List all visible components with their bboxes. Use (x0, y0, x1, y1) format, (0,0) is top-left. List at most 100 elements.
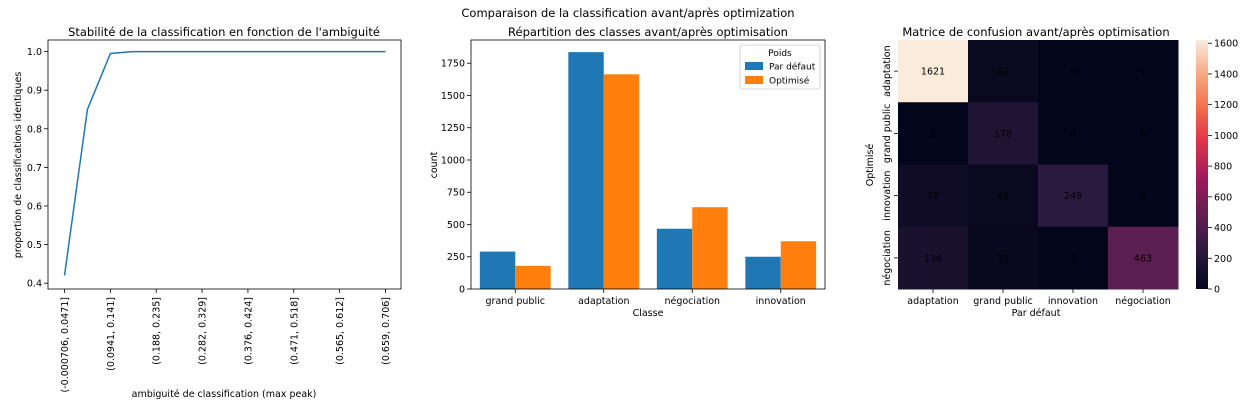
heatmap-cell (898, 40, 969, 103)
y-tick-label: innovation (882, 171, 893, 221)
x-tick-label: (0.188, 0.235] (152, 297, 163, 365)
heatmap-cell (1108, 226, 1179, 290)
x-tick-label: (0.282, 0.329] (198, 297, 209, 365)
heatmap-cell-label: 1 (1140, 67, 1146, 78)
bar (515, 265, 551, 289)
colorbar-tick-label: 1200 (1214, 100, 1238, 111)
line-chart: Stabilité de la classification en foncti… (13, 25, 402, 400)
y-tick-label: adaptation (882, 45, 893, 96)
heatmap-cell-label: 42 (997, 67, 1009, 78)
colorbar-tick-label: 600 (1214, 192, 1232, 203)
heatmap-cell-label: 3 (1070, 253, 1076, 264)
heatmap-cell-label: 0 (1140, 129, 1146, 140)
x-tick-label: (0.0941, 0.141] (106, 297, 117, 371)
heatmap-xlabel: Par défaut (1012, 308, 1061, 319)
heatmap-cell (1108, 102, 1179, 165)
bar (479, 251, 516, 289)
y-tick-label: 1.0 (27, 47, 42, 58)
y-tick-label: 1500 (441, 91, 465, 102)
y-tick-label: 0 (459, 285, 465, 296)
x-tick-label: grand public (486, 296, 545, 307)
colorbar-tick-label: 800 (1214, 162, 1232, 173)
heatmap-ylabel: Optimisé (865, 144, 876, 187)
y-tick-label: grand public (882, 104, 893, 163)
bar-chart-xlabel: Classe (633, 308, 664, 319)
figure-suptitle: Comparaison de la classification avant/a… (461, 6, 794, 20)
heatmap-chart: Matrice de confusion avant/après optimis… (865, 25, 1238, 319)
heatmap-cell-label: 249 (1064, 191, 1082, 202)
heatmap-cell-label: 136 (924, 253, 942, 264)
heatmap-cell (898, 102, 969, 165)
heatmap-cell-label: 463 (1134, 253, 1152, 264)
bar (780, 241, 817, 289)
bar (745, 256, 781, 289)
heatmap-cell-label: 32 (997, 253, 1009, 264)
bar (692, 207, 728, 289)
y-tick-label: 0.5 (27, 240, 42, 251)
heatmap-cell (898, 164, 969, 228)
colorbar-tick-label: 1600 (1214, 39, 1238, 50)
x-tick-label: négociation (1115, 296, 1171, 307)
colorbar-tick-label: 200 (1214, 254, 1232, 265)
y-tick-label: 500 (447, 220, 465, 231)
bar (603, 74, 640, 289)
y-tick-label: 250 (447, 252, 465, 263)
x-tick-label: négociation (664, 296, 720, 307)
line-chart-xlabel: ambiguité de classification (max peak) (132, 389, 317, 400)
y-tick-label: 1000 (441, 155, 465, 166)
y-tick-label: 0.4 (27, 279, 42, 290)
colorbar-tick-label: 1400 (1214, 69, 1238, 80)
heatmap-cell-label: 41 (997, 191, 1009, 202)
y-tick-label: 0.9 (27, 86, 42, 97)
bar (656, 228, 693, 289)
heatmap-title: Matrice de confusion avant/après optimis… (902, 25, 1169, 39)
bar-chart-ylabel: count (429, 151, 440, 178)
legend-label-default: Par défaut (769, 62, 816, 73)
heatmap-cell (968, 102, 1039, 165)
heatmap-cell (1108, 40, 1179, 103)
heatmap-cell (1038, 164, 1109, 228)
colorbar (1196, 40, 1208, 289)
y-tick-label: 0.6 (27, 202, 42, 213)
heatmap-cell-label: 0 (1070, 67, 1076, 78)
colorbar-tick-label: 0 (1214, 285, 1220, 296)
x-tick-label: adaptation (907, 296, 958, 307)
x-tick-label: (0.659, 0.706] (381, 297, 392, 365)
colorbar-tick-label: 1000 (1214, 131, 1238, 142)
line-chart-title: Stabilité de la classification en foncti… (68, 25, 380, 39)
x-tick-label: grand public (973, 296, 1032, 307)
x-tick-label: (0.376, 0.424] (243, 297, 254, 365)
bar-chart: Répartition des classes avant/après opti… (429, 25, 826, 319)
heatmap-cell (968, 40, 1039, 103)
legend-swatch-default (745, 62, 763, 70)
y-tick-label: 1750 (441, 59, 465, 70)
heatmap-cell (968, 226, 1039, 290)
legend-title: Poids (768, 49, 792, 59)
y-tick-label: négociation (882, 230, 893, 286)
colorbar-tick-label: 400 (1214, 223, 1232, 234)
bar-chart-legend: Poids Par défaut Optimisé (739, 44, 821, 90)
y-tick-label: 750 (447, 188, 465, 199)
heatmap-cell (1108, 164, 1179, 228)
legend-label-optimized: Optimisé (769, 76, 810, 87)
bar-chart-axes (470, 39, 826, 290)
x-tick-label: innovation (756, 296, 806, 307)
legend-swatch-optimized (745, 76, 763, 84)
x-tick-label: adaptation (578, 296, 629, 307)
heatmap-cell-label: 178 (994, 129, 1012, 140)
heatmap-cell (1038, 102, 1109, 165)
y-tick-label: 0.7 (27, 163, 42, 174)
heatmap-cell (1038, 226, 1109, 290)
line-chart-axes (47, 39, 402, 290)
line-chart-ylabel: proportion de classifications identiques (13, 72, 24, 259)
heatmap-cell-label: 2 (1140, 191, 1146, 202)
x-tick-label: (0.565, 0.612] (335, 297, 346, 365)
heatmap-cell-label: 1 (930, 129, 936, 140)
x-tick-label: (-0.000706, 0.0471] (60, 297, 71, 392)
heatmap-cell-label: 1621 (921, 67, 945, 78)
heatmap-cell (1038, 40, 1109, 103)
heatmap-cell (968, 164, 1039, 228)
heatmap-cell-label: 0 (1070, 129, 1076, 140)
x-tick-label: (0.471, 0.518] (289, 297, 300, 365)
